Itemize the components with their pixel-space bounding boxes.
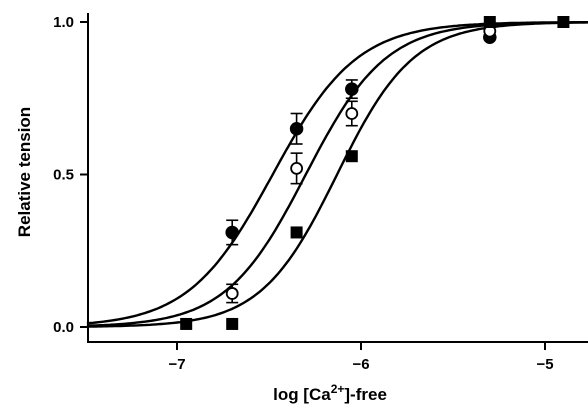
data-point-series-2 [290,161,304,175]
x-axis-title: log [Ca2+]-free [273,382,387,404]
y-tick-label: 1.0 [53,14,74,31]
fit-curve-series-3 [87,21,588,328]
data-point-series-1 [289,122,304,136]
data-point-series-3 [180,317,193,330]
axes [87,13,588,343]
data-points [180,16,570,330]
data-point-series-1 [345,82,359,96]
fit-curve-series-2 [86,21,588,327]
data-point-series-3 [483,16,496,28]
x-tick-label: −5 [536,356,553,373]
x-axis-title-main: log [Ca [273,385,331,404]
y-axis-title: Relative tension [15,107,34,237]
data-point-series-3 [345,150,358,163]
x-axis-title-superscript: 2+ [331,382,345,396]
data-point-series-2 [225,287,239,300]
data-point-series-1 [225,225,239,240]
x-tick-label: −6 [352,356,369,373]
ticks: 0.0 0.5 1.0 −7 −6 −5 [53,14,553,373]
y-tick-label: 0.0 [53,319,74,336]
data-point-series-2 [345,107,359,120]
x-axis-title-suffix: ]-free [344,385,387,404]
data-point-series-3 [557,16,570,28]
x-tick-label: −7 [168,356,185,373]
y-tick-label: 0.5 [53,167,74,184]
data-point-series-3 [290,226,303,239]
data-point-series-3 [226,317,239,330]
fit-curves [86,21,588,328]
